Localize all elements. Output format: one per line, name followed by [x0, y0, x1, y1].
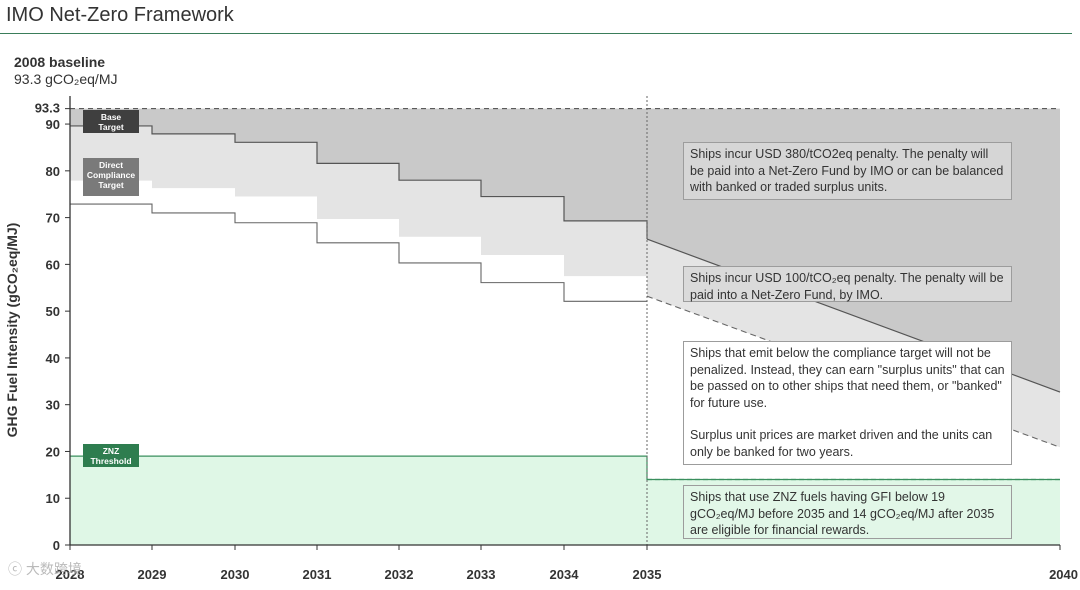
x-tick-label-2040: 2040: [1049, 567, 1078, 582]
baseline-value: 93.3 gCO₂eq/MJ: [14, 71, 118, 87]
penalty-100-text: Ships incur USD 100/tCO₂eq penalty. The …: [690, 271, 1004, 302]
direct-compliance-target-tag: Direct Compliance Target: [83, 158, 139, 196]
baseline-title: 2008 baseline: [14, 54, 106, 70]
penalty-380-text: Ships incur USD 380/tCO2eq penalty. The …: [690, 147, 1004, 194]
penalty-100-zone: [70, 125, 1060, 448]
surplus-units-note: Ships that emit below the compliance tar…: [683, 341, 1012, 465]
x-tick-label-2032: 2032: [385, 567, 414, 582]
direct-compliance-line: [70, 203, 647, 302]
y-tick-label-50: 50: [46, 304, 60, 319]
y-tick-label-baseline: 93.3: [35, 101, 60, 116]
watermark: ⓒ 大数跨境: [8, 561, 82, 577]
y-axis-label: GHG Fuel Intensity (gCO₂eq/MJ): [4, 223, 20, 438]
page-title: IMO Net-Zero Framework: [6, 4, 234, 26]
penalty-380-note: Ships incur USD 380/tCO2eq penalty. The …: [683, 142, 1012, 200]
znz-rewards-note: Ships that use ZNZ fuels having GFI belo…: [683, 485, 1012, 539]
y-tick-label-60: 60: [46, 257, 60, 272]
y-tick-label-20: 20: [46, 444, 60, 459]
x-tick-label-2031: 2031: [303, 567, 332, 582]
y-tick-label-70: 70: [46, 211, 60, 226]
surplus-price-text: Surplus unit prices are market driven an…: [690, 428, 993, 459]
y-tick-label-10: 10: [46, 491, 60, 506]
y-tick-label-30: 30: [46, 398, 60, 413]
znz-rewards-text: Ships that use ZNZ fuels having GFI belo…: [690, 490, 995, 537]
base-target-line: [70, 125, 648, 240]
znz-threshold-line: [70, 455, 1060, 481]
penalty-100-note: Ships incur USD 100/tCO₂eq penalty. The …: [683, 266, 1012, 302]
y-tick-label-40: 40: [46, 351, 60, 366]
surplus-units-text: Ships that emit below the compliance tar…: [690, 346, 1005, 410]
znz-threshold-tag: ZNZ Threshold: [83, 444, 139, 467]
y-tick-label-0: 0: [53, 538, 60, 553]
x-tick-label-2029: 2029: [138, 567, 167, 582]
y-tick-label-80: 80: [46, 164, 60, 179]
x-tick-label-2033: 2033: [467, 567, 496, 582]
base-target-tag: Base Target: [83, 110, 139, 133]
title-divider: [0, 33, 1072, 34]
x-tick-label-2028: 2028: [56, 567, 85, 582]
y-tick-label-90: 90: [46, 117, 60, 132]
x-tick-label-2034: 2034: [550, 567, 580, 582]
x-tick-label-2030: 2030: [221, 567, 250, 582]
direct-compliance-projection: [646, 295, 1061, 448]
x-tick-label-2035: 2035: [633, 567, 662, 582]
